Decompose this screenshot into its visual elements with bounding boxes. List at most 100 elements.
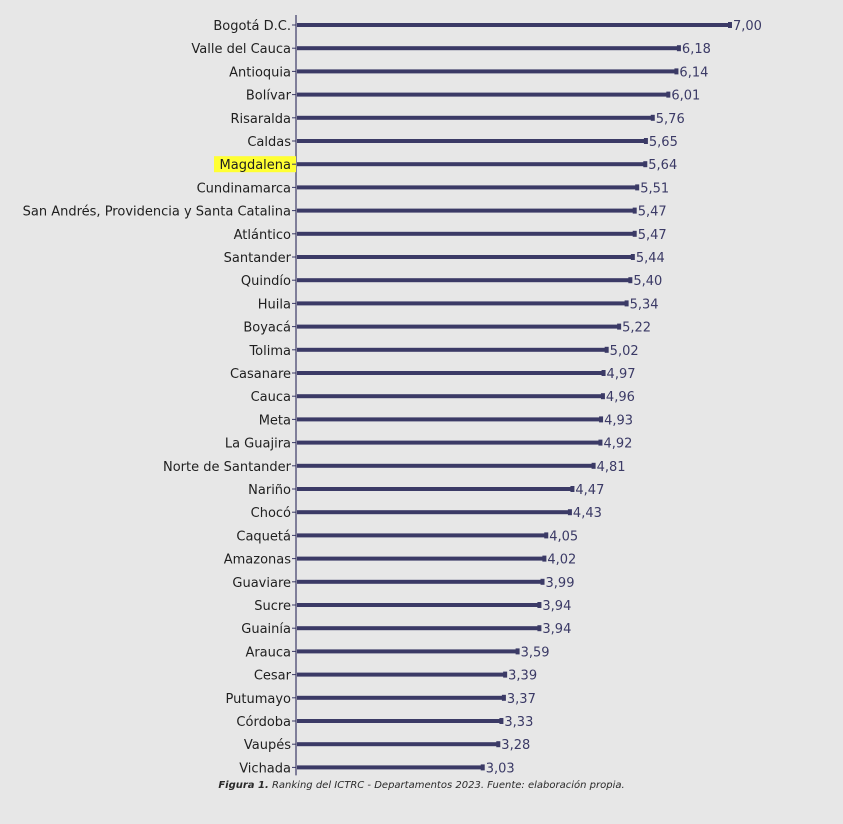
bar-end-cap bbox=[600, 393, 605, 400]
category-label: Nariño bbox=[248, 483, 291, 498]
value-label: 6,01 bbox=[671, 89, 700, 104]
value-label: 5,34 bbox=[630, 297, 659, 312]
bar bbox=[297, 347, 607, 352]
bar-end-cap bbox=[570, 486, 575, 492]
category-label: Chocó bbox=[251, 506, 291, 521]
category-label: Magdalena bbox=[220, 158, 291, 173]
figure-caption: Figura 1. Ranking del ICTRC - Departamen… bbox=[0, 780, 843, 791]
value-label: 6,14 bbox=[679, 65, 708, 80]
category-label: Valle del Cauca bbox=[191, 42, 291, 57]
bar bbox=[297, 23, 730, 27]
bar bbox=[297, 695, 504, 700]
category-label: Quindío bbox=[241, 274, 291, 289]
bar-end-cap bbox=[499, 718, 504, 724]
category-label: Caquetá bbox=[236, 529, 291, 544]
value-label: 4,02 bbox=[547, 553, 576, 568]
category-label: Putumayo bbox=[226, 692, 292, 707]
value-label: 3,39 bbox=[508, 669, 537, 684]
bar bbox=[297, 556, 545, 561]
bar bbox=[297, 626, 540, 631]
bar-end-cap bbox=[598, 439, 603, 446]
bar bbox=[297, 510, 570, 515]
bar-end-cap bbox=[632, 207, 637, 214]
value-label: 5,47 bbox=[638, 205, 667, 220]
bar bbox=[297, 115, 653, 120]
category-label: Risaralda bbox=[230, 112, 291, 127]
value-label: 5,51 bbox=[640, 181, 669, 196]
bar-end-cap bbox=[544, 532, 549, 539]
bar-end-cap bbox=[567, 509, 572, 516]
value-label: 3,28 bbox=[501, 738, 530, 753]
value-label: 4,43 bbox=[573, 506, 602, 521]
value-label: 4,47 bbox=[575, 483, 604, 498]
value-label: 6,18 bbox=[682, 42, 711, 57]
bar-end-cap bbox=[537, 602, 542, 608]
category-label: La Guajira bbox=[225, 437, 291, 452]
bar-end-cap bbox=[501, 694, 506, 701]
bar-end-cap bbox=[624, 300, 629, 307]
value-label: 3,33 bbox=[504, 715, 533, 730]
category-label: Guainía bbox=[241, 622, 291, 637]
bar bbox=[297, 742, 499, 747]
value-label: 3,59 bbox=[521, 645, 550, 660]
highlight-marker bbox=[214, 156, 296, 173]
value-label: 3,37 bbox=[507, 692, 536, 707]
bar bbox=[297, 394, 603, 399]
value-label: 3,94 bbox=[542, 622, 571, 637]
category-label: Córdoba bbox=[236, 715, 291, 730]
bar-end-cap bbox=[674, 68, 679, 75]
bar-end-cap bbox=[540, 578, 545, 585]
category-label: Antioquia bbox=[229, 65, 291, 80]
bar-end-cap bbox=[599, 416, 604, 423]
bar-end-cap bbox=[666, 91, 671, 98]
bar bbox=[297, 69, 677, 74]
category-label: Vichada bbox=[239, 761, 291, 776]
category-label: Bogotá D.C. bbox=[213, 19, 291, 34]
category-label: Amazonas bbox=[224, 553, 292, 568]
category-label: Santander bbox=[224, 251, 292, 266]
value-label: 4,92 bbox=[603, 437, 632, 452]
value-label: 5,40 bbox=[633, 274, 662, 289]
value-label: 4,97 bbox=[607, 367, 636, 382]
bar bbox=[297, 92, 669, 97]
bar bbox=[297, 579, 543, 584]
bar-end-cap bbox=[635, 184, 640, 191]
bar bbox=[297, 765, 483, 770]
value-label: 5,64 bbox=[648, 158, 677, 173]
category-label: Meta bbox=[259, 413, 291, 428]
category-label: San Andrés, Providencia y Santa Catalina bbox=[23, 205, 291, 220]
bar-end-cap bbox=[676, 45, 681, 52]
bar-end-cap bbox=[630, 254, 635, 260]
bar-end-cap bbox=[628, 277, 633, 284]
category-label: Bolívar bbox=[246, 89, 292, 104]
value-label: 4,05 bbox=[549, 529, 578, 544]
caption-prefix: Figura 1. bbox=[218, 780, 269, 791]
bar bbox=[297, 46, 679, 51]
bar bbox=[297, 371, 604, 375]
category-label: Huila bbox=[258, 297, 291, 312]
value-label: 7,00 bbox=[733, 19, 762, 34]
bar bbox=[297, 162, 646, 167]
bar bbox=[297, 649, 518, 654]
bar-end-cap bbox=[632, 230, 637, 237]
bar bbox=[297, 463, 594, 468]
value-label: 4,96 bbox=[606, 390, 635, 405]
bar bbox=[297, 417, 602, 422]
bar-end-cap bbox=[728, 22, 732, 28]
value-label: 5,44 bbox=[636, 251, 665, 266]
bar-end-cap bbox=[601, 370, 606, 376]
bar bbox=[297, 487, 573, 491]
bar-end-cap bbox=[496, 741, 501, 748]
category-label: Atlántico bbox=[234, 228, 291, 243]
category-label: Arauca bbox=[245, 645, 291, 660]
bar-end-cap bbox=[480, 764, 485, 771]
bar-end-cap bbox=[503, 671, 508, 678]
bar bbox=[297, 185, 638, 190]
value-label: 5,22 bbox=[622, 321, 651, 336]
caption-text: Ranking del ICTRC - Departamentos 2023. … bbox=[268, 780, 625, 791]
value-label: 5,76 bbox=[656, 112, 685, 127]
category-label: Boyacá bbox=[243, 321, 291, 336]
category-label: Cesar bbox=[254, 669, 292, 684]
bar-end-cap bbox=[643, 161, 648, 168]
